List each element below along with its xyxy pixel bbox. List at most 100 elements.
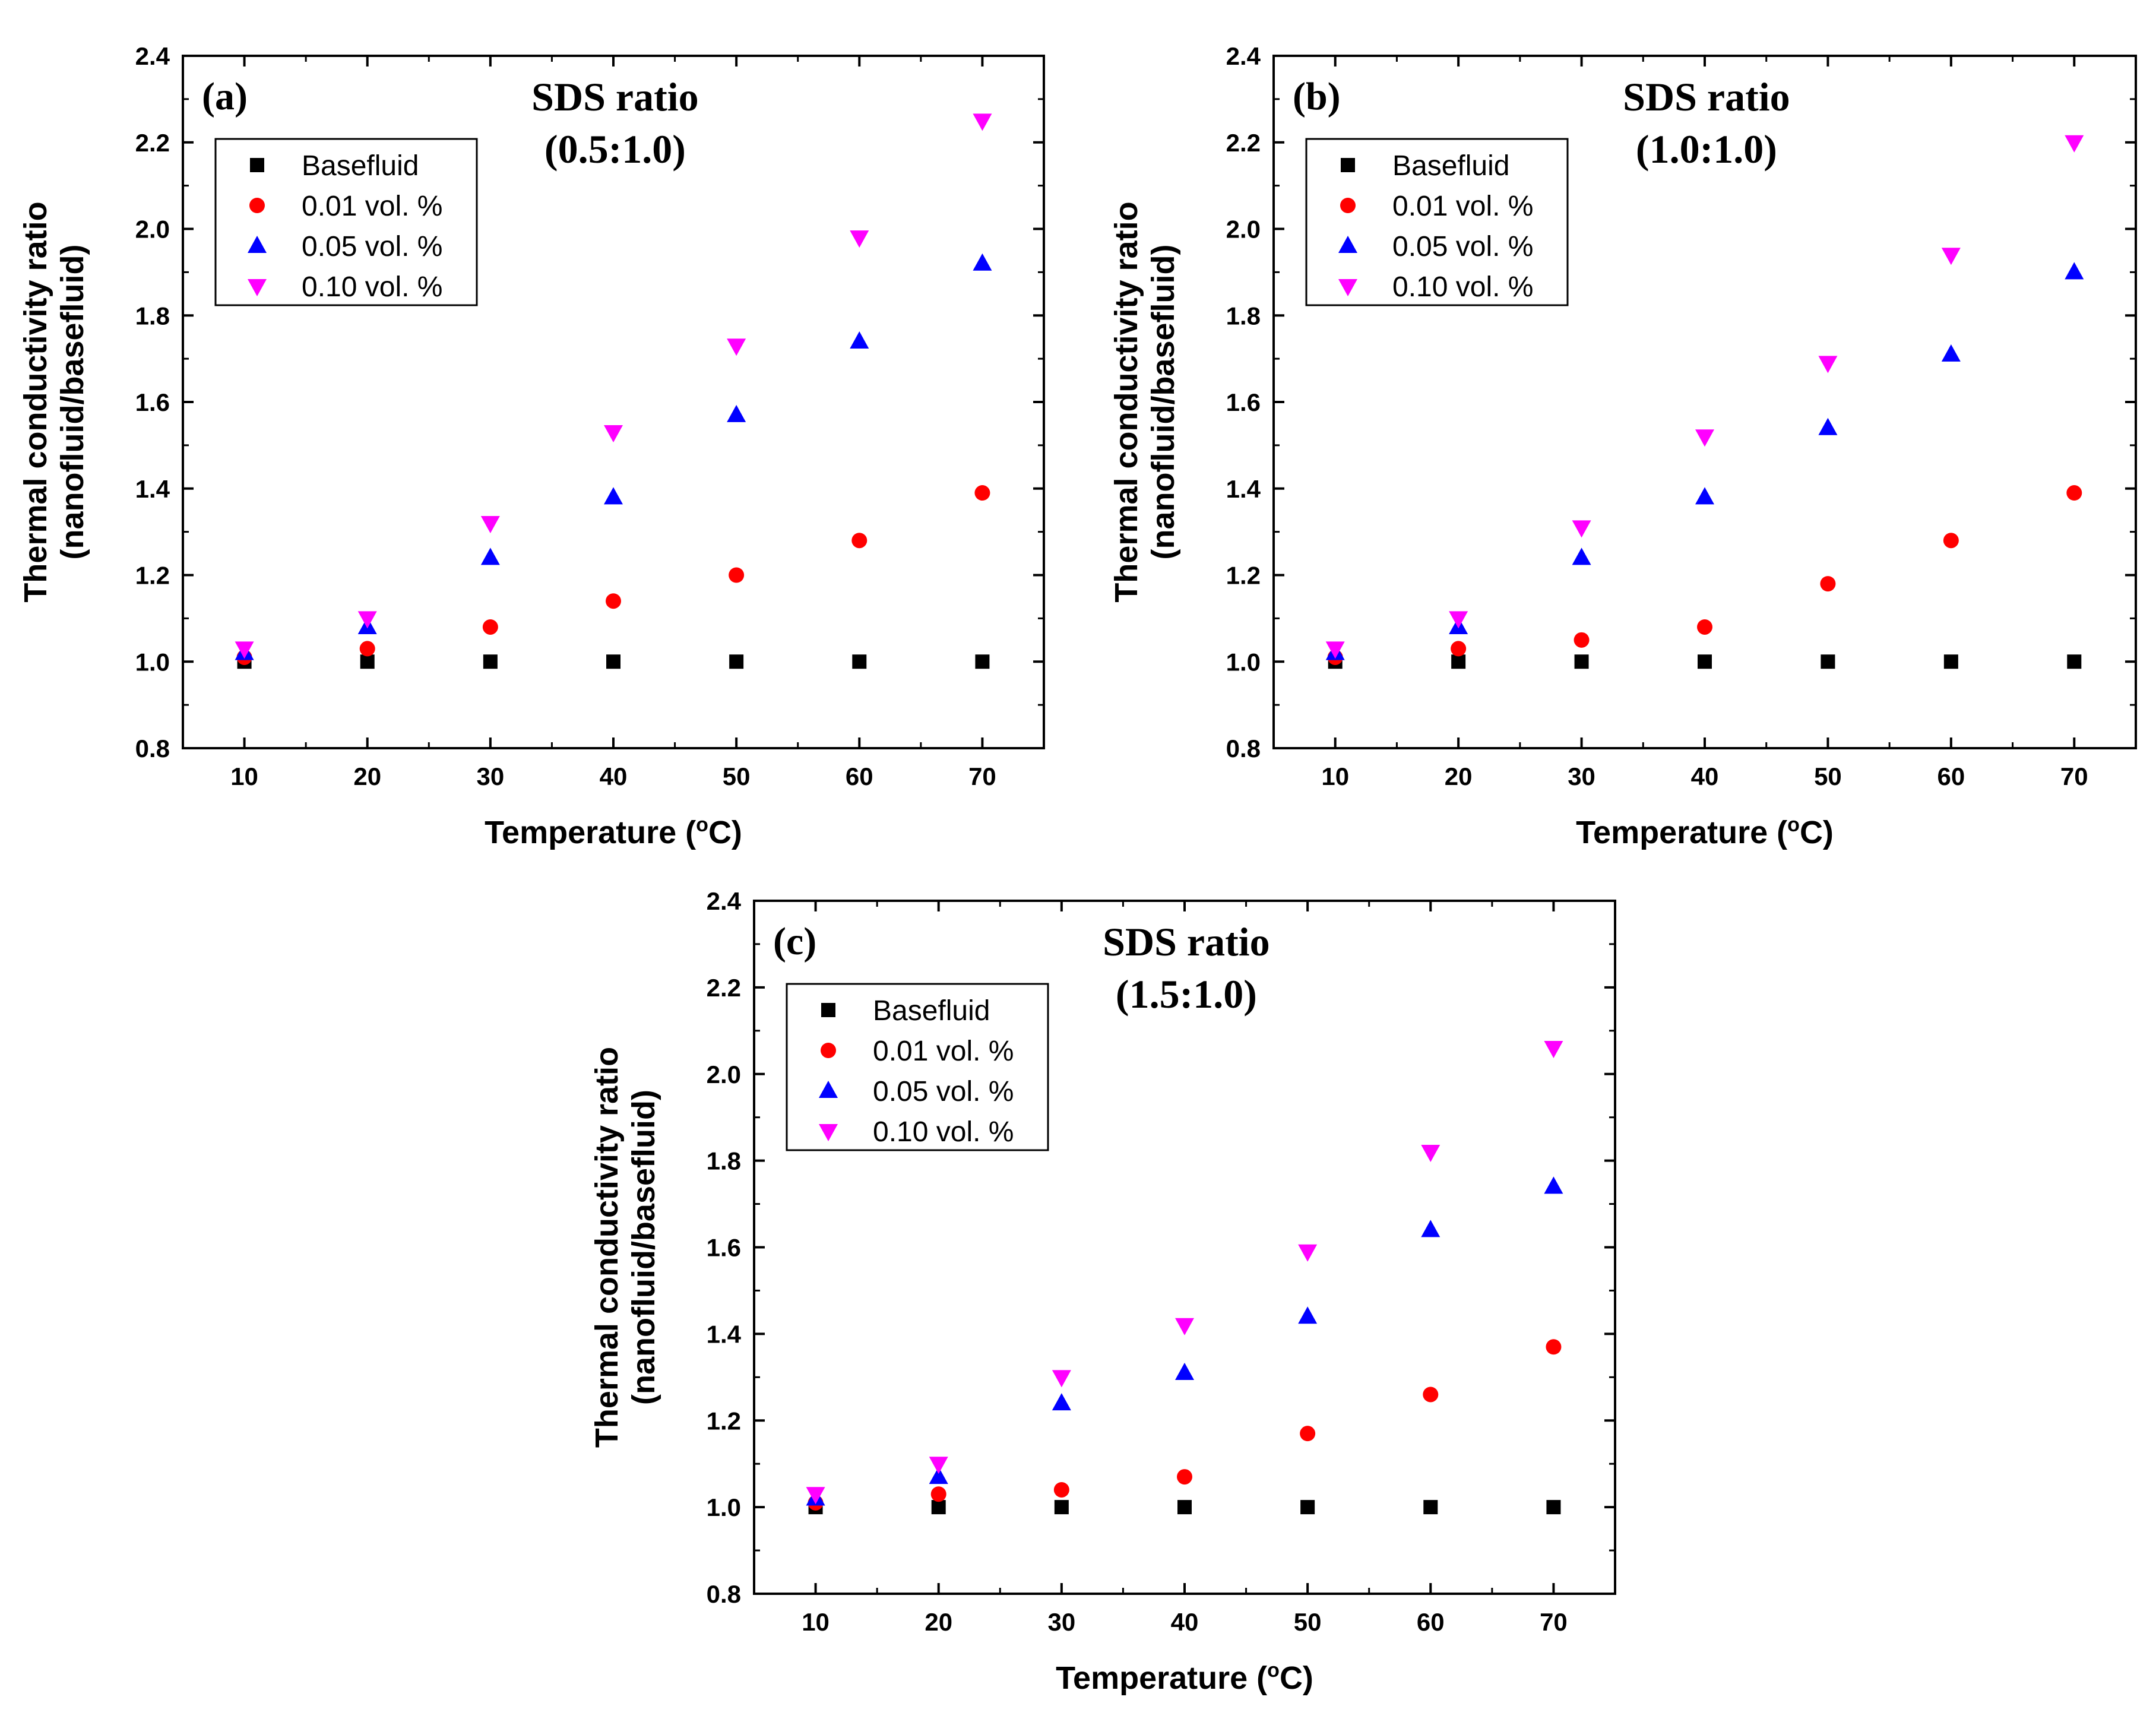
data-point-circle [1574,632,1590,648]
x-tick-label: 70 [968,762,996,790]
data-point-circle [2066,485,2082,501]
legend-marker-triangle-up [248,236,267,253]
x-tick-label: 10 [1321,762,1349,790]
legend-label: 0.10 vol. % [873,1116,1014,1148]
legend-label: Basefluid [873,995,990,1027]
data-point-triangle-up [929,1467,948,1484]
y-tick-label: 0.8 [135,735,170,762]
data-point-circle [1820,576,1836,592]
data-point-circle [974,485,990,501]
chart-title-line2: (0.5:1.0) [544,126,686,172]
data-point-square [1423,1500,1438,1515]
data-point-square [1698,654,1712,669]
legend-marker-triangle-down [1338,279,1357,296]
y-axis-title-line2: (nanofluid/basefluid) [626,1090,661,1405]
data-point-triangle-up [1052,1393,1071,1411]
y-tick-label: 2.0 [1226,216,1261,243]
legend-marker-triangle-up [1338,236,1357,253]
y-tick-label: 1.2 [1226,562,1261,590]
data-point-circle [1546,1339,1562,1355]
data-point-triangle-up [1941,344,1961,362]
data-point-triangle-up [2065,262,2084,280]
data-point-triangle-up [850,331,869,349]
y-axis-title-line1: Thermal conductivity ratio [589,1047,625,1448]
legend-label: 0.10 vol. % [1392,271,1533,303]
data-point-square [852,654,867,669]
legend-marker-square [250,158,264,172]
y-tick-label: 2.4 [707,887,742,915]
legend-label: 0.01 vol. % [302,191,442,222]
x-tick-label: 30 [1047,1608,1075,1636]
data-point-triangle-down [235,641,254,659]
data-point-triangle-down [1052,1370,1071,1388]
panel-label: (c) [773,920,816,963]
x-tick-label: 10 [230,762,258,790]
x-tick-label: 20 [925,1608,952,1636]
data-point-triangle-down [2065,135,2084,153]
y-axis-title-line2: (nanofluid/basefluid) [55,245,90,560]
data-point-triangle-down [1175,1318,1194,1335]
data-point-triangle-down [806,1487,825,1505]
y-tick-label: 1.0 [135,648,170,676]
x-tick-label: 10 [802,1608,830,1636]
data-point-triangle-down [1325,641,1345,659]
legend: Basefluid 0.01 vol. % 0.05 vol. % 0.10 vol.… [214,138,478,306]
data-point-circle [851,533,868,549]
y-tick-label: 2.4 [1226,42,1261,70]
x-tick-label: 60 [1417,1608,1445,1636]
legend-marker-circle [249,198,265,213]
y-tick-label: 1.2 [135,562,170,590]
x-tick-label: 40 [1691,762,1719,790]
data-point-triangle-down [480,516,500,534]
data-point-square [1177,1500,1192,1515]
data-point-triangle-down [1572,520,1591,538]
y-tick-label: 0.8 [707,1580,741,1608]
data-point-circle [1943,533,1959,549]
legend-label: 0.01 vol. % [873,1036,1014,1067]
chart-title-line1: SDS ratio [1103,919,1269,964]
data-point-circle [606,593,621,609]
x-tick-label: 60 [1937,762,1965,790]
y-tick-label: 1.4 [707,1320,742,1348]
legend-marker-circle [821,1043,836,1058]
data-point-square [1574,654,1589,669]
data-point-square [360,654,375,669]
legend-label: 0.05 vol. % [302,231,442,262]
chart-panel-b: 0.8 1.0 1.2 1.4 1.6 1.8 2.0 2.2 2.4 10 20 30 40 50 60 7… [1109,42,2137,850]
x-tick-label: 30 [476,762,504,790]
x-tick-label: 40 [600,762,628,790]
y-tick-label: 1.0 [707,1493,741,1521]
data-point-triangle-down [1941,248,1961,265]
x-tick-label: 60 [846,762,873,790]
data-point-triangle-down [1544,1040,1563,1058]
x-tick-label: 20 [353,762,381,790]
legend-label: 0.10 vol. % [302,271,442,303]
data-point-circle [729,567,745,583]
data-point-triangle-down [357,611,377,629]
data-point-triangle-up [1818,417,1838,435]
x-tick-label: 30 [1568,762,1595,790]
y-tick-label: 2.0 [707,1061,741,1088]
data-point-square [1054,1500,1069,1515]
data-point-triangle-up [727,404,746,422]
data-point-circle [1423,1387,1439,1403]
data-point-square [1451,654,1466,669]
x-tick-label: 50 [1294,1608,1322,1636]
y-tick-label: 1.2 [707,1407,741,1435]
legend-marker-triangle-down [819,1124,838,1141]
data-point-circle [482,619,498,635]
legend-label: 0.01 vol. % [1392,191,1533,222]
data-point-square [729,654,744,669]
data-point-square [1821,654,1835,669]
data-point-square [1300,1500,1315,1515]
data-point-triangle-down [1449,611,1468,629]
data-point-triangle-up [1544,1176,1563,1194]
data-point-circle [1177,1469,1192,1485]
y-axis-title-line1: Thermal conductivity ratio [1109,201,1144,602]
data-point-triangle-down [929,1457,948,1474]
y-tick-label: 1.6 [135,388,170,416]
data-point-triangle-down [727,338,746,356]
y-tick-label: 1.8 [1226,302,1261,330]
y-tick-label: 1.6 [707,1234,741,1262]
